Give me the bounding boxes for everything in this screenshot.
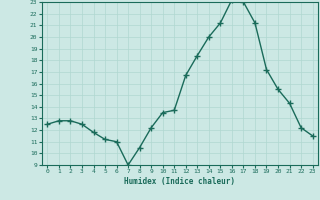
X-axis label: Humidex (Indice chaleur): Humidex (Indice chaleur)	[124, 177, 236, 186]
